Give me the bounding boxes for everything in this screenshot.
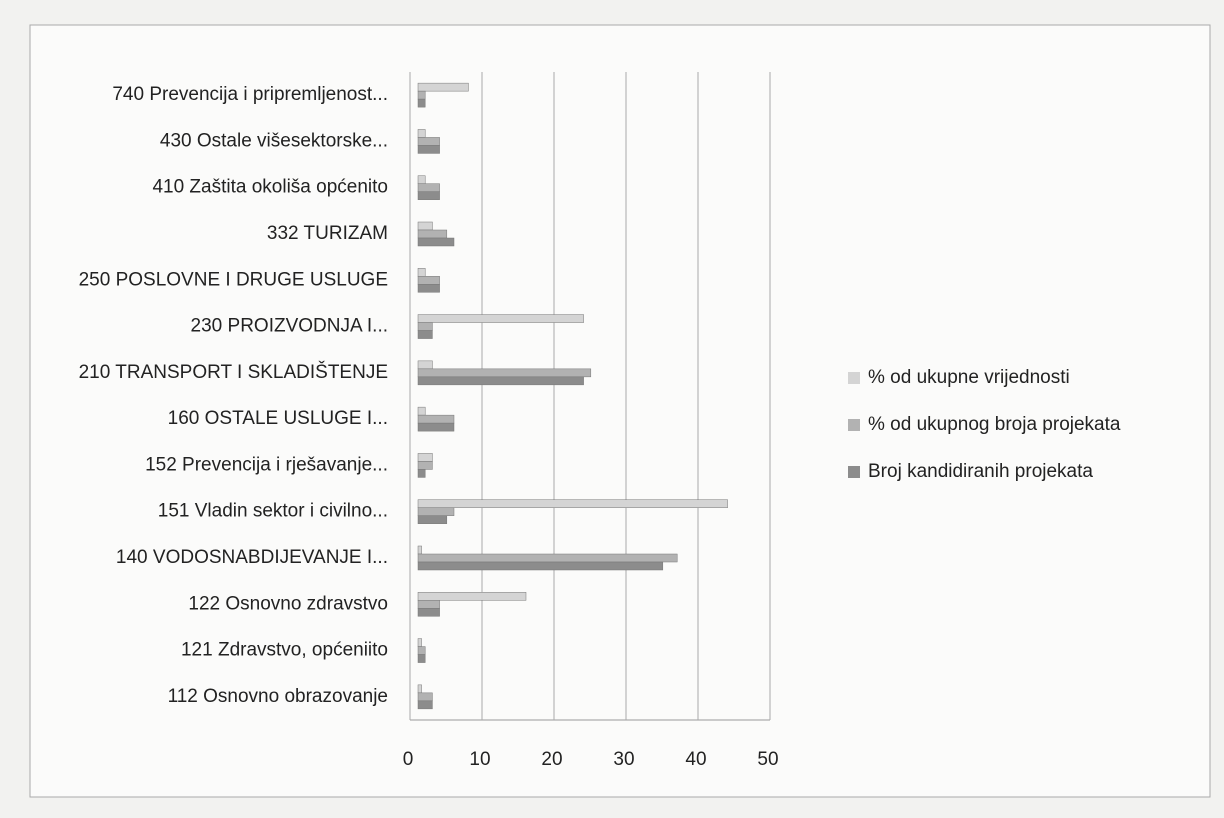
y-tick-label: 740 Prevencija i pripremljenost... <box>112 84 388 105</box>
y-tick-label: 250 POSLOVNE I DRUGE USLUGE <box>79 269 388 290</box>
bar <box>417 237 455 247</box>
bar <box>417 276 440 285</box>
x-tick-label: 20 <box>541 749 562 770</box>
legend-swatch <box>848 466 860 478</box>
y-tick-label: 152 Prevencija i rješavanje... <box>145 454 388 475</box>
chart-frame <box>29 24 1211 798</box>
bar <box>417 229 448 239</box>
legend-label: Broj kandidiranih projekata <box>868 461 1093 482</box>
bar <box>417 191 440 200</box>
bar <box>417 368 592 378</box>
bar <box>417 469 426 478</box>
x-tick-label: 0 <box>403 749 414 770</box>
bar <box>417 284 440 293</box>
bar <box>417 700 433 710</box>
y-tick-label: 121 Zdravstvo, općeniito <box>181 640 388 661</box>
bar <box>417 545 422 555</box>
bar <box>417 461 433 470</box>
bar <box>417 129 426 138</box>
bar <box>417 268 426 277</box>
bar <box>417 98 426 108</box>
x-tick-label: 30 <box>613 749 634 770</box>
y-tick-label: 410 Zaštita okoliša općenito <box>152 177 388 198</box>
bar <box>417 360 433 370</box>
bar <box>417 499 728 508</box>
bar <box>417 82 469 92</box>
bar <box>417 175 426 184</box>
bar <box>417 507 455 516</box>
bar <box>417 145 440 154</box>
y-tick-label: 160 OSTALE USLUGE I... <box>168 408 388 429</box>
y-tick-label: 430 Ostale višesektorske... <box>160 130 388 151</box>
bar <box>417 322 433 331</box>
bar <box>417 600 440 609</box>
y-tick-label: 151 Vladin sektor i civilno... <box>158 501 388 522</box>
bar <box>417 654 426 663</box>
y-tick-label: 230 PROIZVODNJA I... <box>191 316 388 337</box>
y-tick-label: 112 Osnovno obrazovanje <box>168 686 388 707</box>
bar <box>417 90 426 100</box>
bar <box>417 684 422 694</box>
legend-swatch <box>848 419 860 431</box>
bar <box>417 692 433 702</box>
bar <box>417 592 527 601</box>
bar <box>417 638 422 647</box>
bar <box>417 376 584 386</box>
y-tick-label: 332 TURIZAM <box>267 223 388 244</box>
y-tick-label: 122 Osnovno zdravstvo <box>188 593 388 614</box>
legend-label: % od ukupne vrijednosti <box>868 367 1070 388</box>
bar <box>417 515 448 524</box>
bar <box>417 553 678 563</box>
bar <box>417 330 433 339</box>
y-tick-label: 140 VODOSNABDIJEVANJE I... <box>116 547 388 568</box>
bar <box>417 414 455 424</box>
bar <box>417 183 440 192</box>
bar <box>417 137 440 146</box>
bar <box>417 314 584 323</box>
x-tick-label: 40 <box>685 749 706 770</box>
x-tick-label: 10 <box>469 749 490 770</box>
bar <box>417 646 426 655</box>
y-tick-label: 210 TRANSPORT I SKLADIŠTENJE <box>79 361 388 383</box>
bar <box>417 221 433 231</box>
bar <box>417 561 664 571</box>
bar <box>417 406 426 416</box>
bar <box>417 453 433 462</box>
x-tick-label: 50 <box>757 749 778 770</box>
legend-swatch <box>848 372 860 384</box>
legend-label: % od ukupnog broja projekata <box>868 414 1121 435</box>
bar <box>417 608 440 617</box>
bar <box>417 422 455 432</box>
